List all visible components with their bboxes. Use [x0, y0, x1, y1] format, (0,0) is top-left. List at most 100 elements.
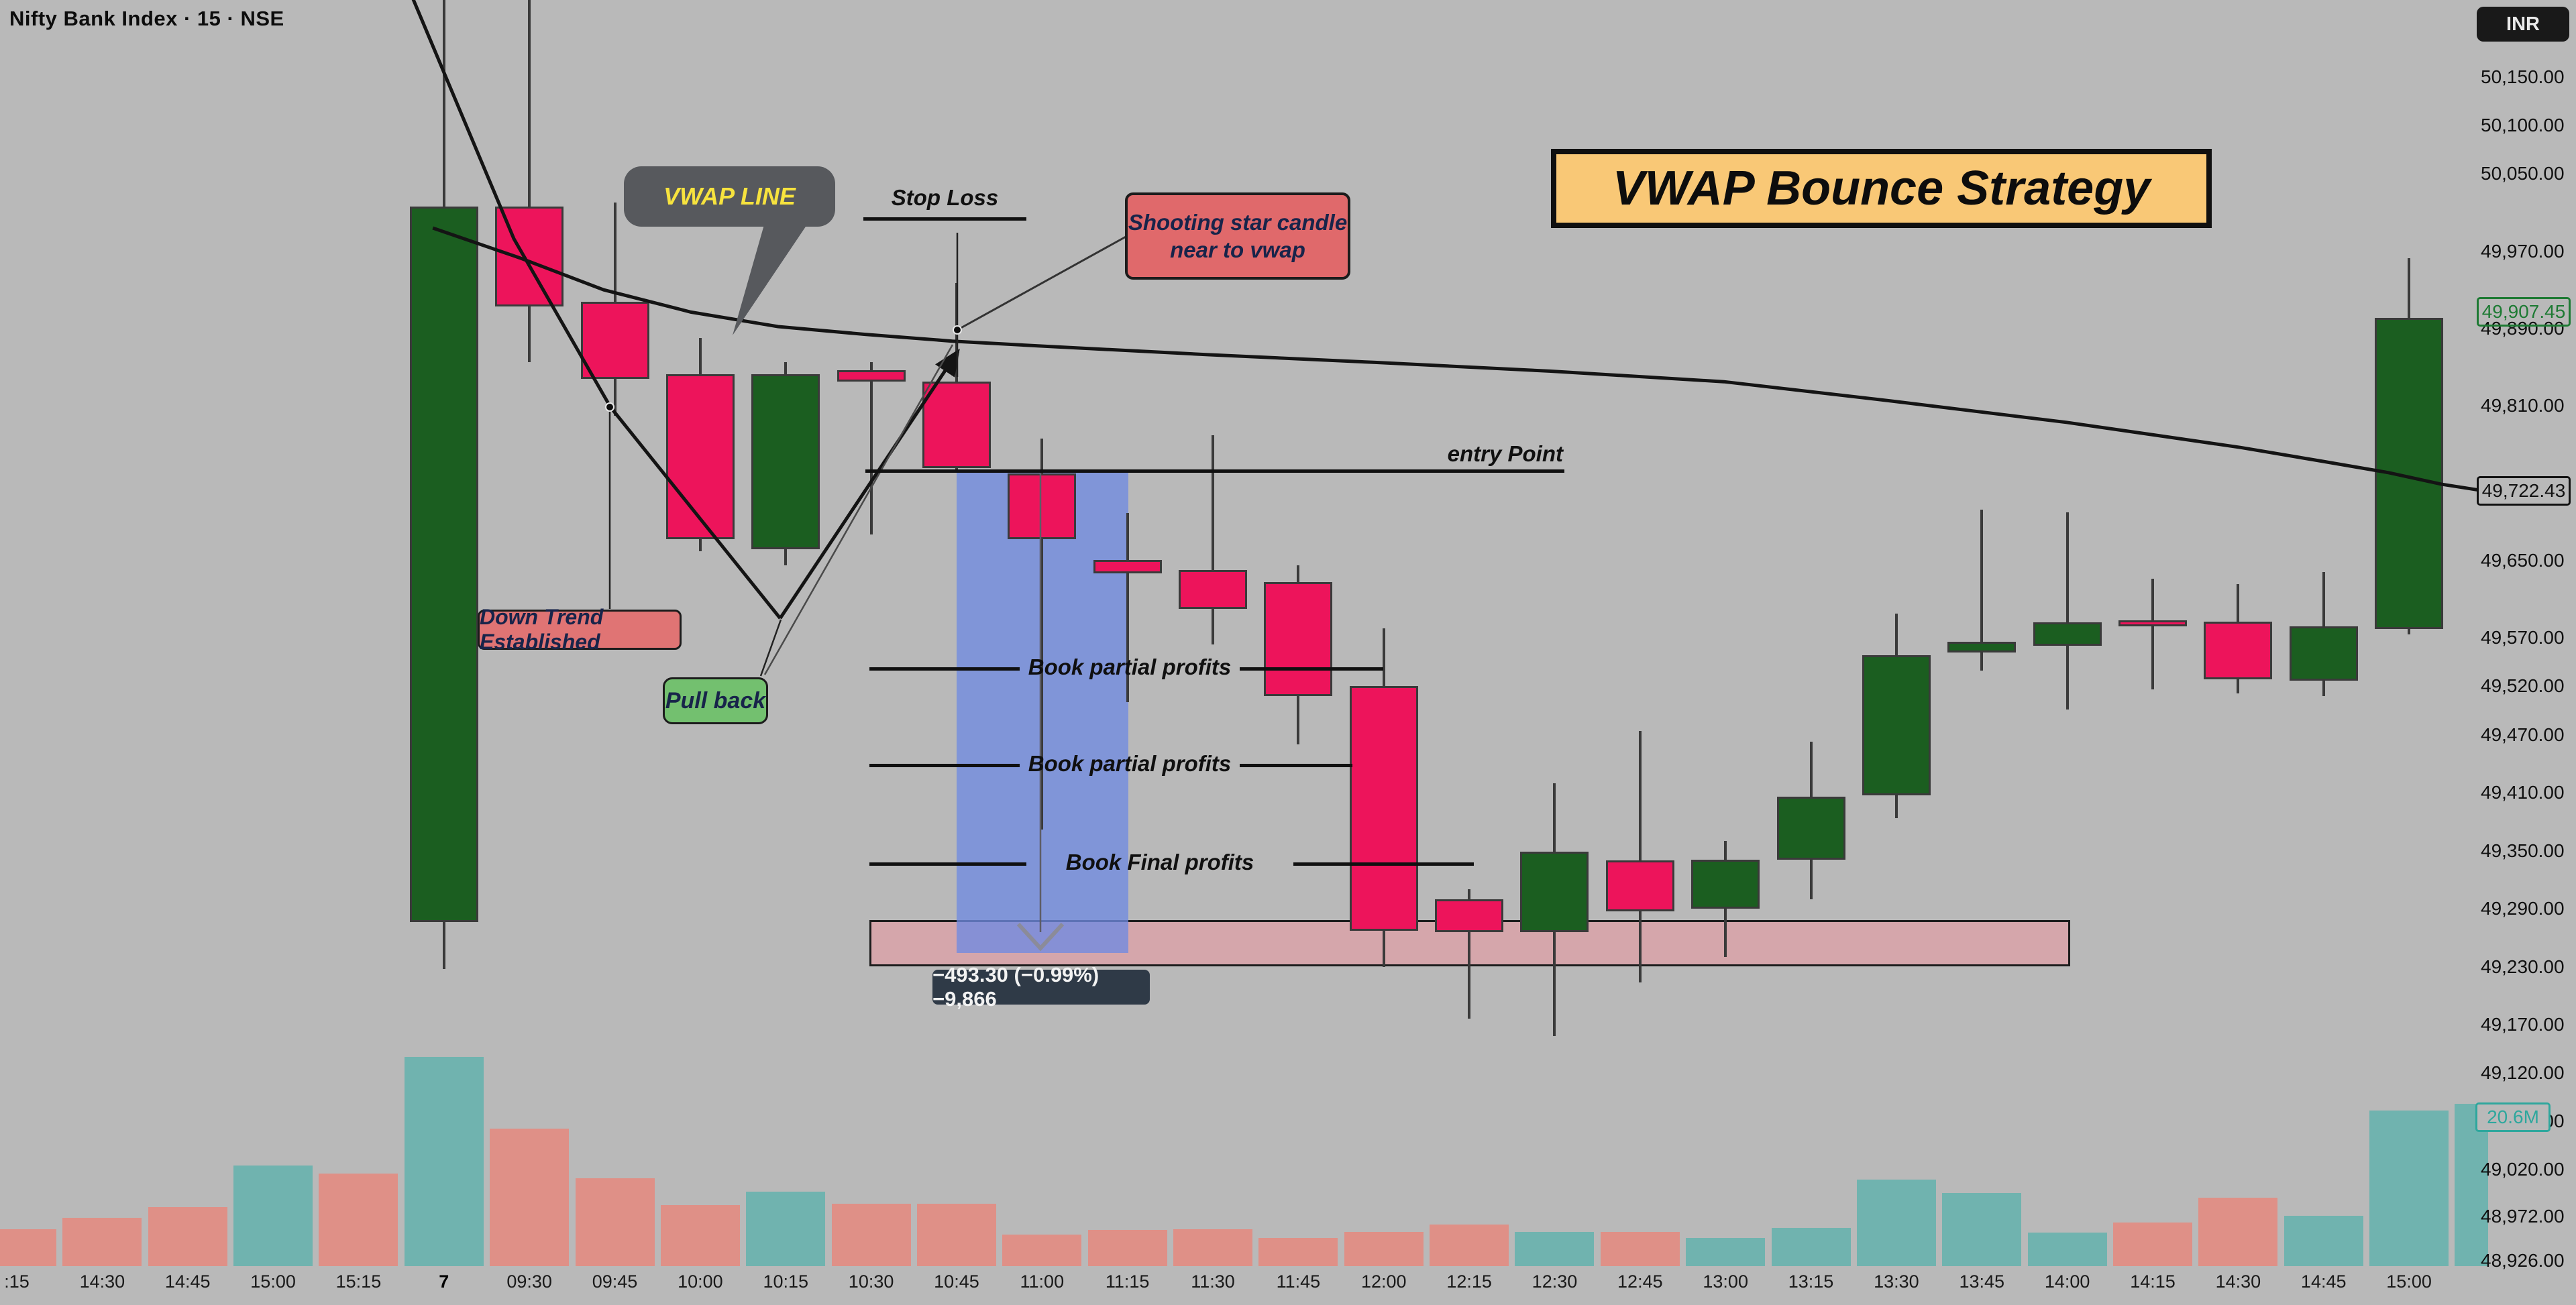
vwap-price-tag: 49,722.43 [2477, 475, 2571, 506]
price-tick: 48,926.00 [2481, 1250, 2565, 1271]
strategy-title-banner[interactable]: VWAP Bounce Strategy [1551, 149, 2212, 228]
pnl-tag[interactable]: −493.30 (−0.99%) −9,866 [932, 963, 1150, 1011]
candle-09:30 [495, 207, 564, 306]
stop-loss-line[interactable] [863, 217, 1026, 221]
candle-15:00 [2375, 318, 2444, 630]
candle-13:15 [1776, 796, 1845, 860]
price-tick: 49,570.00 [2481, 627, 2565, 648]
volume-bar-13:45 [1942, 1192, 2022, 1266]
candle-10:45 [922, 382, 991, 468]
time-tick: 12:45 [1617, 1271, 1663, 1292]
candle-13:00 [1691, 859, 1760, 909]
volume-bar-14:45 [2284, 1215, 2363, 1266]
book-final-label[interactable]: Book Final profits [1065, 849, 1254, 874]
book-final-line[interactable] [1293, 862, 1474, 866]
price-tick: 48,972.00 [2481, 1205, 2565, 1227]
stop-loss-label[interactable]: Stop Loss [891, 185, 999, 211]
note-line-2: near to vwap [1170, 237, 1305, 262]
pullback-connector [759, 619, 782, 677]
candle-14:30 [2204, 621, 2273, 680]
volume-bar-10:00 [660, 1204, 740, 1266]
time-tick: 11:15 [1105, 1271, 1150, 1292]
shooting-star-note[interactable]: Shooting star candle near to vwap [1125, 192, 1350, 280]
volume-bar-10:30 [831, 1203, 911, 1266]
volume-value-tag: 20.6M [2475, 1102, 2551, 1132]
time-tick: 13:30 [1874, 1271, 1919, 1292]
candle-wick [1126, 513, 1129, 702]
pull-back-label[interactable]: Pull back [663, 677, 768, 724]
volume-bar-09:45 [575, 1178, 655, 1266]
candle-14:45 [2289, 626, 2358, 681]
price-tick: 49,890.00 [2481, 317, 2565, 339]
book-partial-2-line[interactable] [869, 763, 1020, 767]
book-final-line[interactable] [869, 862, 1026, 866]
time-tick: 09:45 [592, 1271, 638, 1292]
price-tick: 49,020.00 [2481, 1159, 2565, 1180]
price-tick: 50,100.00 [2481, 115, 2565, 136]
time-tick: 11:30 [1191, 1271, 1235, 1292]
volume-bar-13:30 [1856, 1179, 1936, 1266]
candle-14:00 [2033, 622, 2102, 646]
entry-line[interactable] [865, 469, 1564, 473]
anchor-dot [605, 402, 614, 412]
price-tick: 49,520.00 [2481, 675, 2565, 697]
candle-12:30 [1520, 852, 1589, 932]
candle-wick [1212, 435, 1215, 645]
down-trend-label[interactable]: Down Trend Established [478, 605, 682, 654]
time-tick: 11:00 [1020, 1271, 1065, 1292]
volume-bar-14:30 [2198, 1197, 2278, 1266]
time-tick: 14:00 [2044, 1271, 2090, 1292]
symbol-title[interactable]: Nifty Bank Index · 15 · NSE [9, 7, 284, 30]
book-partial-1-line[interactable] [1240, 667, 1383, 671]
candle-wick [1040, 439, 1044, 830]
candle-11:15 [1093, 559, 1162, 573]
price-tick: 50,150.00 [2481, 66, 2565, 87]
currency-badge[interactable]: INR [2477, 7, 2569, 42]
volume-bar-14:15 [2113, 1222, 2192, 1266]
price-tick: 49,410.00 [2481, 782, 2565, 803]
price-tick: 49,230.00 [2481, 956, 2565, 977]
book-partial-1-line[interactable] [869, 667, 1020, 671]
candle-wick [2065, 512, 2069, 710]
volume-bar-14:00 [2027, 1233, 2107, 1266]
time-tick: 14:15 [2130, 1271, 2176, 1292]
candle-12:00 [1349, 686, 1418, 931]
volume-bar-12:30 [1515, 1232, 1595, 1266]
pull-back-text: Pull back [665, 687, 766, 714]
entry-point-label[interactable]: entry Point [1447, 441, 1563, 467]
price-tick: 49,170.00 [2481, 1014, 2565, 1035]
book-partial-2-label[interactable]: Book partial profits [1028, 750, 1232, 776]
volume-bar-15:00 [233, 1166, 313, 1266]
down-trend-text: Down Trend Established [480, 605, 604, 654]
candle-12:15 [1435, 899, 1504, 932]
time-tick: 7 [439, 1271, 449, 1292]
time-tick: 10:45 [934, 1271, 979, 1292]
strategy-title-text: VWAP Bounce Strategy [1612, 162, 2151, 215]
candle-13:30 [1862, 655, 1931, 796]
time-tick: 10:00 [678, 1271, 723, 1292]
volume-bar-09:30 [490, 1129, 570, 1266]
candle-13:45 [1947, 642, 2017, 652]
book-partial-2-line[interactable] [1240, 763, 1352, 767]
book-partial-1-label[interactable]: Book partial profits [1028, 654, 1232, 679]
vwap-callout[interactable]: VWAP LINE [624, 166, 835, 227]
price-tick: 49,350.00 [2481, 840, 2565, 861]
time-tick: 13:45 [1959, 1271, 2005, 1292]
candle-11:30 [1179, 570, 1248, 610]
volume-bar-10:45 [916, 1203, 996, 1266]
price-tick: 49,470.00 [2481, 724, 2565, 745]
time-tick: 13:15 [1788, 1271, 1834, 1292]
candle-wick [869, 362, 873, 535]
note-connector [957, 235, 1128, 331]
volume-bar-10:15 [746, 1191, 826, 1266]
volume-bar-14:30 [62, 1217, 142, 1266]
volume-bar-12:15 [1430, 1225, 1509, 1266]
volume-bar-11:00 [1002, 1234, 1082, 1266]
time-tick: 12:30 [1532, 1271, 1578, 1292]
volume-bar-09:15 [404, 1057, 484, 1266]
callout-tail [733, 223, 808, 335]
time-tick: 14:30 [79, 1271, 125, 1292]
volume-bar-11:30 [1173, 1229, 1253, 1266]
candle-10:15 [751, 374, 820, 549]
